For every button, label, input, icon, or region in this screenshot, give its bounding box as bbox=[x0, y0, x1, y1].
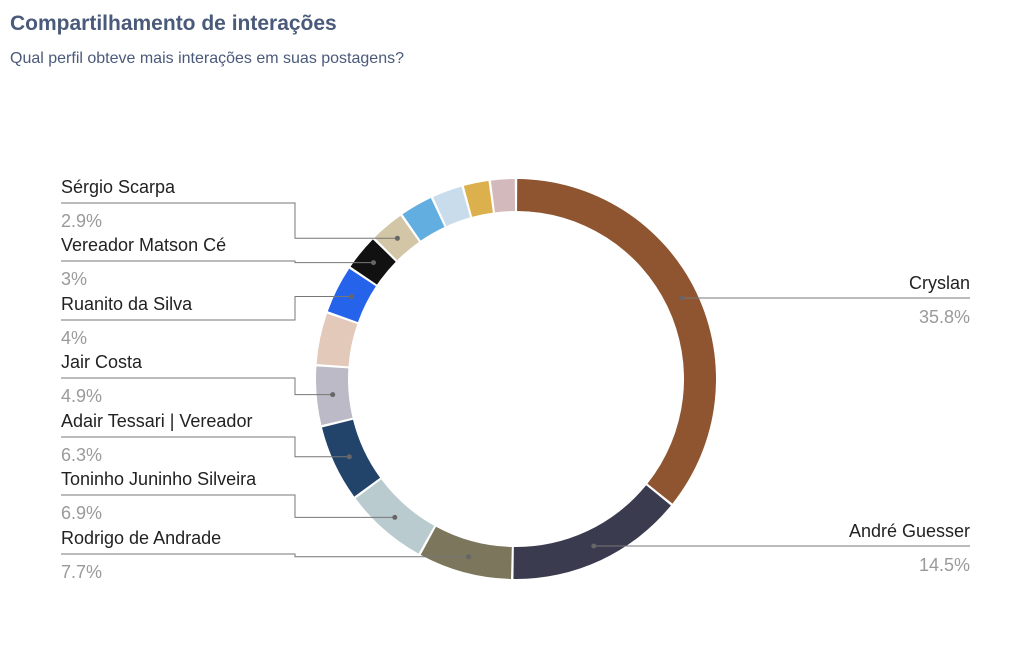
donut-slice-rodrigo-de-andrade[interactable] bbox=[420, 526, 512, 579]
leader-dot bbox=[346, 454, 352, 460]
chart-subtitle: Qual perfil obteve mais interações em su… bbox=[10, 50, 404, 67]
chart-header: Compartilhamento de interações Qual perf… bbox=[10, 10, 404, 70]
slice-percent-label: 4.9% bbox=[61, 386, 102, 406]
leader-dot bbox=[591, 543, 597, 549]
slice-name-label: André Guesser bbox=[849, 521, 970, 541]
leader-line bbox=[61, 260, 374, 264]
slice-percent-label: 7.7% bbox=[61, 562, 102, 582]
donut-slice-cryslan[interactable] bbox=[517, 179, 717, 504]
leader-dot bbox=[466, 554, 472, 560]
slice-label-ruanito-da-silva: Ruanito da Silva 4% bbox=[61, 294, 354, 348]
leader-line bbox=[61, 494, 395, 518]
slice-name-label: Vereador Matson Cé bbox=[61, 235, 226, 255]
donut-slice-unlabeled-12[interactable] bbox=[463, 180, 493, 217]
slice-percent-label: 4% bbox=[61, 328, 87, 348]
slice-percent-label: 6.3% bbox=[61, 445, 102, 465]
leader-dot bbox=[392, 514, 398, 520]
slice-percent-label: 14.5% bbox=[919, 555, 970, 575]
donut-slice-unlabeled-6[interactable] bbox=[316, 313, 358, 367]
slice-percent-label: 6.9% bbox=[61, 503, 102, 523]
slice-label-cryslan: Cryslan 35.8% bbox=[679, 273, 970, 327]
slice-label-adair-tessari-vereador: Adair Tessari | Vereador 6.3% bbox=[61, 411, 352, 465]
slice-label-sergio-scarpa: Sérgio Scarpa 2.9% bbox=[61, 177, 400, 241]
slice-label-jair-costa: Jair Costa 4.9% bbox=[61, 352, 336, 406]
slice-name-label: Adair Tessari | Vereador bbox=[61, 411, 252, 431]
slice-name-label: Sérgio Scarpa bbox=[61, 177, 176, 197]
donut-slice-andre-guesser[interactable] bbox=[513, 485, 671, 579]
leader-line bbox=[61, 377, 333, 396]
slice-label-rodrigo-de-andrade: Rodrigo de Andrade 7.7% bbox=[61, 528, 472, 582]
leader-line bbox=[61, 202, 398, 239]
leader-dot bbox=[679, 295, 685, 301]
leader-line bbox=[61, 436, 350, 458]
slice-label-toninho-juninho-silveira: Toninho Juninho Silveira 6.9% bbox=[61, 469, 398, 523]
slice-percent-label: 35.8% bbox=[919, 307, 970, 327]
slice-label-vereador-matson-ce: Vereador Matson Cé 3% bbox=[61, 235, 376, 289]
donut-slice-unlabeled-11[interactable] bbox=[433, 186, 471, 227]
slice-percent-label: 3% bbox=[61, 269, 87, 289]
slice-name-label: Ruanito da Silva bbox=[61, 294, 193, 314]
leader-line bbox=[61, 296, 352, 321]
slice-name-label: Jair Costa bbox=[61, 352, 143, 372]
leader-dot bbox=[349, 294, 354, 299]
donut-slices bbox=[316, 179, 717, 579]
donut-slice-unlabeled-13[interactable] bbox=[490, 179, 515, 213]
slice-percent-label: 2.9% bbox=[61, 211, 102, 231]
leader-line bbox=[61, 553, 469, 558]
leader-dot bbox=[330, 392, 336, 398]
leader-dot bbox=[394, 235, 400, 241]
leader-dot bbox=[371, 260, 376, 266]
slice-name-label: Cryslan bbox=[909, 273, 970, 293]
donut-labels: Cryslan 35.8% André Guesser 14.5% Rodrigo de… bbox=[61, 177, 970, 582]
donut-slice-unlabeled-10[interactable] bbox=[402, 198, 445, 241]
slice-label-andre-guesser: André Guesser 14.5% bbox=[591, 521, 970, 575]
slice-name-label: Toninho Juninho Silveira bbox=[61, 469, 257, 489]
slice-name-label: Rodrigo de Andrade bbox=[61, 528, 221, 548]
chart-title: Compartilhamento de interações bbox=[10, 12, 337, 35]
